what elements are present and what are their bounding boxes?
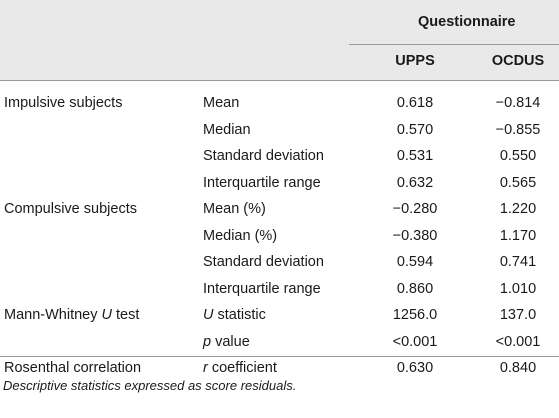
statistic-label-part: coefficient bbox=[207, 360, 277, 376]
upps-value: 0.630 bbox=[396, 360, 434, 376]
group-label-part: test bbox=[112, 307, 140, 323]
statistic-label-part: r bbox=[203, 360, 208, 376]
upps-value: 0.618 bbox=[396, 95, 434, 111]
row-statistic-label: Median (%) bbox=[203, 227, 277, 245]
statistic-label-part: Median (%) bbox=[203, 228, 278, 244]
table-footnote: Descriptive statistics expressed as scor… bbox=[3, 378, 297, 393]
table-header-band bbox=[0, 0, 559, 80]
upps-value: 0.531 bbox=[396, 148, 434, 164]
ocdus-value: 137.0 bbox=[499, 307, 537, 323]
upps-value: <0.001 bbox=[392, 334, 438, 350]
ocdus-value: <0.001 bbox=[495, 334, 541, 350]
ocdus-value: 1.010 bbox=[499, 281, 537, 297]
header-bottom-rule bbox=[0, 80, 559, 81]
ocdus-value: 0.741 bbox=[499, 254, 537, 270]
statistic-label-part: Standard deviation bbox=[203, 148, 324, 164]
column-header-ocdus: OCDUS bbox=[491, 53, 545, 69]
ocdus-value: −0.814 bbox=[495, 95, 541, 111]
row-group-label: Mann-Whitney U test bbox=[4, 306, 139, 324]
ocdus-value: 0.550 bbox=[499, 148, 537, 164]
statistic-label-part: statistic bbox=[213, 307, 266, 323]
statistic-label-part: value bbox=[211, 334, 250, 350]
upps-value: 1256.0 bbox=[392, 307, 438, 323]
row-statistic-label: Interquartile range bbox=[203, 174, 321, 192]
statistic-label-part: U bbox=[203, 307, 214, 323]
row-statistic-label: Mean bbox=[203, 94, 239, 112]
statistic-label-part: Mean (%) bbox=[203, 201, 266, 217]
group-label-part: Mann-Whitney bbox=[4, 307, 102, 323]
table-bottom-rule bbox=[0, 356, 559, 357]
header-subrule bbox=[349, 44, 559, 45]
ocdus-value: −0.855 bbox=[495, 122, 541, 138]
row-group-label: Rosenthal correlation bbox=[4, 360, 142, 376]
row-statistic-label: p value bbox=[203, 333, 250, 351]
row-group-label: Impulsive subjects bbox=[4, 95, 123, 111]
row-statistic-label: r coefficient bbox=[203, 359, 277, 377]
statistic-label-part: Standard deviation bbox=[203, 254, 324, 270]
row-statistic-label: Median bbox=[203, 121, 251, 139]
row-statistic-label: Standard deviation bbox=[203, 253, 324, 271]
questionnaire-header: Questionnaire bbox=[418, 14, 516, 30]
row-statistic-label: Standard deviation bbox=[203, 147, 324, 165]
upps-value: 0.594 bbox=[396, 254, 434, 270]
ocdus-value: 1.220 bbox=[499, 201, 537, 217]
ocdus-value: 1.170 bbox=[499, 228, 537, 244]
statistic-label-part: Interquartile range bbox=[203, 281, 321, 297]
ocdus-value: 0.840 bbox=[499, 360, 537, 376]
statistic-label-part: Median bbox=[203, 122, 251, 138]
row-statistic-label: Mean (%) bbox=[203, 200, 266, 218]
row-statistic-label: U statistic bbox=[203, 306, 266, 324]
upps-value: −0.380 bbox=[392, 228, 438, 244]
upps-value: 0.860 bbox=[396, 281, 434, 297]
ocdus-value: 0.565 bbox=[499, 175, 537, 191]
upps-value: −0.280 bbox=[392, 201, 438, 217]
group-label-part: U bbox=[101, 307, 112, 323]
column-header-upps: UPPS bbox=[395, 53, 435, 69]
row-group-label: Compulsive subjects bbox=[4, 201, 137, 217]
upps-value: 0.632 bbox=[396, 175, 434, 191]
statistic-label-part: Interquartile range bbox=[203, 175, 321, 191]
row-statistic-label: Interquartile range bbox=[203, 280, 321, 298]
upps-value: 0.570 bbox=[396, 122, 434, 138]
statistic-label-part: p bbox=[203, 334, 212, 350]
statistic-label-part: Mean bbox=[203, 95, 240, 111]
